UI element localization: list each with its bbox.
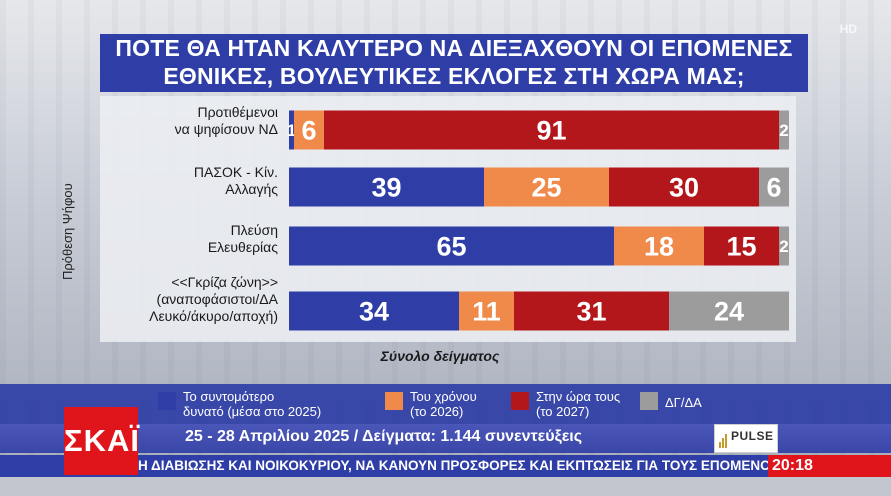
bar-segment-2-1: [614, 226, 704, 266]
bar-segment-3-3: [669, 291, 789, 331]
bar-value-label-3-2: 31: [576, 297, 606, 327]
legend-item-2: Στην ώρα τους (το 2027): [511, 389, 620, 419]
bar-segment-0-1: [294, 110, 324, 150]
bar-value-label-0-0: 1: [287, 121, 296, 140]
legend-label-line: Στην ώρα τους: [536, 389, 621, 404]
legend-swatch: [385, 392, 403, 410]
legend-label: Του χρόνου (το 2026): [410, 389, 477, 419]
category-label-line: Προτιθέμενοι: [197, 104, 278, 120]
legend-swatch: [511, 392, 529, 410]
bar-value-label-3-3: 24: [714, 297, 744, 327]
bar-value-label-3-1: 11: [472, 297, 501, 327]
title-line-2: ΕΘΝΙΚΕΣ, ΒΟΥΛΕΥΤΙΚΕΣ ΕΚΛΟΓΕΣ ΣΤΗ ΧΩΡΑ ΜΑ…: [163, 63, 745, 89]
bar-value-label-1-3: 6: [766, 173, 781, 203]
legend-label: Στην ώρα τους (το 2027): [536, 389, 620, 419]
bottom-strip: [0, 477, 891, 496]
bar-segment-0-3: [779, 110, 789, 150]
category-label-line: να ψηφίσουν ΝΔ: [174, 121, 278, 137]
category-label-line: Πλεύση: [230, 222, 278, 238]
clock: 20:18: [768, 455, 891, 477]
bar-segment-1-0: [289, 167, 484, 207]
legend-swatch: [158, 392, 176, 410]
legend-label-line: (το 2026): [410, 404, 464, 419]
bar-segment-1-1: [484, 167, 609, 207]
legend-label-line: δυνατό (μέσα στο 2025): [183, 404, 322, 419]
bar-value-label-0-3: 2: [779, 121, 788, 140]
category-label-line: (αναποφάσιστοι/ΔΑ: [156, 291, 278, 307]
title-line-1: ΠΟΤΕ ΘΑ ΗΤΑΝ ΚΑΛΥΤΕΡΟ ΝΑ ΔΙΕΞΑΧΘΟΥΝ ΟΙ Ε…: [115, 35, 793, 61]
category-label-line: ΠΑΣΟΚ - Κίν.: [193, 164, 278, 180]
category-label-3: <<Γκρίζα ζώνη>> (αναποφάσιστοι/ΔΑ Λευκό/άκ…: [110, 274, 278, 325]
category-label-line: Ελευθερίας: [207, 239, 278, 255]
bar-value-label-2-2: 15: [726, 232, 756, 262]
category-label-1: ΠΑΣΟΚ - Κίν. Αλλαγής: [110, 164, 278, 198]
legend-label-line: Του χρόνου: [410, 389, 477, 404]
legend-label: ΔΓ/ΔΑ: [665, 395, 702, 410]
legend-swatch: [640, 392, 658, 410]
survey-info: 25 - 28 Απριλίου 2025 / Δείγματα: 1.144 …: [185, 428, 583, 445]
legend: [0, 384, 891, 424]
news-ticker: [0, 455, 891, 477]
chart-title: ΠΟΤΕ ΘΑ ΗΤΑΝ ΚΑΛΥΤΕΡΟ ΝΑ ΔΙΕΞΑΧΘΟΥΝ ΟΙ Ε…: [100, 34, 808, 92]
category-label-line: <<Γκρίζα ζώνη>>: [171, 274, 278, 290]
bar-value-label-1-2: 30: [669, 173, 699, 203]
bar-value-label-0-2: 91: [536, 116, 566, 146]
category-label-line: Λευκό/άκυρο/αποχή): [149, 308, 278, 324]
channel-logo: ΣΚΑΪ: [64, 407, 139, 475]
bar-segment-1-2: [609, 167, 759, 207]
bar-value-label-2-0: 65: [436, 232, 466, 262]
bar-value-label-2-1: 18: [644, 232, 674, 262]
bar-segment-3-0: [289, 291, 459, 331]
bar-value-label-0-1: 6: [301, 116, 316, 146]
hd-badge: HD: [839, 22, 857, 36]
legend-item-1: Του χρόνου (το 2026): [385, 389, 477, 419]
legend-item-0: Το συντομότερο δυνατό (μέσα στο 2025): [158, 389, 321, 419]
bar-segment-1-3: [759, 167, 789, 207]
bar-value-label-1-1: 25: [531, 173, 561, 203]
bar-value-label-1-0: 39: [371, 173, 401, 203]
pulse-bars-icon: [719, 430, 728, 448]
pulse-logo: PULSE: [714, 424, 778, 453]
bar-segment-2-3: [779, 226, 789, 266]
bar-value-label-3-0: 34: [359, 297, 389, 327]
category-label-2: Πλεύση Ελευθερίας: [110, 222, 278, 256]
bar-segment-0-0: [289, 110, 294, 150]
pulse-logo-text: PULSE: [731, 429, 774, 443]
bar-value-label-2-3: 2: [779, 237, 788, 256]
legend-label: Το συντομότερο δυνατό (μέσα στο 2025): [183, 389, 321, 419]
bar-segment-2-2: [704, 226, 779, 266]
bar-segment-0-2: [324, 110, 779, 150]
bar-segment-3-2: [514, 291, 669, 331]
category-label-0: Προτιθέμενοι να ψηφίσουν ΝΔ: [110, 104, 278, 138]
bar-segment-2-0: [289, 226, 614, 266]
x-axis-title: Σύνολο δείγματος: [380, 348, 500, 364]
legend-label-line: ΔΓ/ΔΑ: [665, 395, 702, 410]
category-label-line: Αλλαγής: [225, 181, 278, 197]
legend-item-3: ΔΓ/ΔΑ: [640, 389, 702, 410]
bar-segment-3-1: [459, 291, 514, 331]
ticker-text: Η ΔΙΑΒΙΩΣΗΣ ΚΑΙ ΝΟΙΚΟΚΥΡΙΟΥ, ΝΑ ΚΑΝΟΥΝ Π…: [138, 458, 768, 473]
legend-label-line: (το 2027): [536, 404, 590, 419]
legend-label-line: Το συντομότερο: [183, 389, 275, 404]
